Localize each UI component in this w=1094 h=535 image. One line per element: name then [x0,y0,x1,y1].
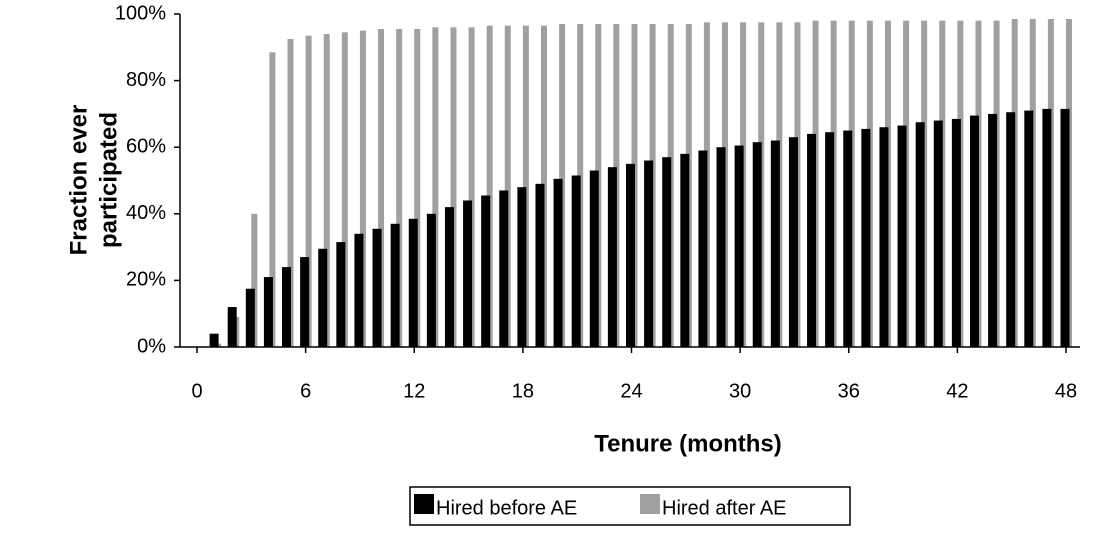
bar [915,122,925,347]
bar [463,200,473,347]
x-axis-title: Tenure (months) [594,430,782,457]
bar [468,27,475,347]
x-tick-label: 12 [403,380,425,402]
bar [305,35,312,348]
bar [933,120,943,347]
bar [227,307,237,347]
bar [1042,108,1052,347]
bar [359,30,366,348]
bar [571,175,581,347]
bar [644,160,654,347]
bar [897,125,907,348]
bar [988,113,998,348]
bar [444,207,454,347]
bar [426,213,436,347]
y-tick-label: 100% [115,2,166,24]
bar [825,132,835,347]
x-tick-label: 36 [838,380,860,402]
bar [323,33,330,347]
bar [522,25,529,348]
x-tick-label: 6 [300,380,311,402]
bar [807,133,817,347]
x-tick-label: 24 [620,380,642,402]
bar [770,140,780,347]
bar [680,153,690,347]
y-tick-label: 40% [126,202,166,224]
bar [535,183,545,347]
bar [396,28,403,348]
y-axis-title: Fraction ever [65,105,92,256]
bar [607,167,617,347]
bar [1060,108,1070,347]
bar [951,118,961,348]
bar [318,248,328,347]
y-tick-label: 60% [126,135,166,157]
y-tick-label: 80% [126,69,166,91]
bar [408,218,418,347]
bar [1024,110,1034,347]
bar [481,195,491,347]
bar [861,128,871,347]
bar [626,163,635,347]
bar [788,137,798,347]
bar [414,28,421,348]
x-tick-label: 30 [729,380,751,402]
bar [662,157,672,347]
legend-marker [640,494,660,514]
y-tick-label: 20% [126,269,166,291]
y-axis-title: participated [95,112,122,248]
bar [245,288,255,347]
bar [716,147,726,347]
x-tick-label: 48 [1055,380,1077,402]
bar [517,187,527,347]
bar [432,27,439,347]
bar [372,228,382,347]
bar [1006,112,1016,347]
bar [450,27,457,347]
bar [354,233,364,347]
bar [263,277,273,347]
bar [300,257,310,347]
bar [287,38,294,347]
bar [504,25,511,348]
bar [698,150,708,347]
bar [752,142,762,347]
legend-label: Hired before AE [436,497,577,519]
bar [553,178,563,347]
y-tick-label: 0% [137,335,166,357]
bar [486,25,493,348]
bar [336,242,346,347]
bar [209,333,219,347]
bar [390,223,400,347]
legend-marker [414,494,434,514]
bar [734,145,744,347]
bar [282,267,292,347]
bar [341,32,348,347]
bar [499,190,509,347]
bar [589,170,599,347]
bar [251,213,258,347]
bar [843,130,853,347]
bar [378,28,385,348]
legend-label: Hired after AE [662,497,787,519]
x-tick-label: 42 [946,380,968,402]
bar [879,127,889,347]
bar [969,115,979,347]
x-tick-label: 0 [191,380,202,402]
bar [269,52,276,348]
legend-box [409,486,851,526]
x-tick-label: 18 [512,380,534,402]
